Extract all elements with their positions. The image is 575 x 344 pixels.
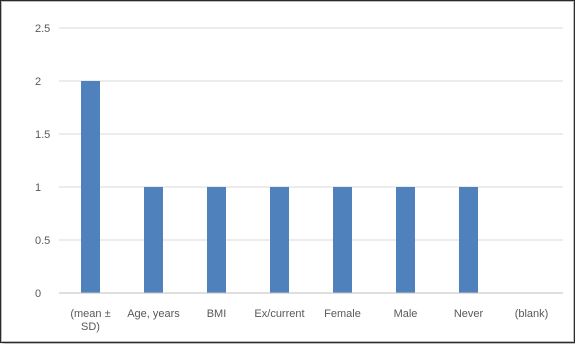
x-tick-label-line: Age, years [127,308,180,320]
x-tick-label: Female [324,308,361,320]
x-tick-label: (blank) [515,308,549,320]
gridlines [59,27,563,241]
bar [81,81,100,293]
x-tick-label-line: BMI [207,308,227,320]
x-tick-label-line: SD) [81,321,100,333]
x-tick-label-line: Female [324,308,361,320]
y-tick-label: 1.5 [35,129,50,141]
x-tick-label: BMI [207,308,227,320]
bar [396,187,415,293]
bar [144,187,163,293]
x-tick-label-line: (mean ± [70,308,110,320]
y-tick-label: 0.5 [35,235,50,247]
bar [459,187,478,293]
x-tick-label: Never [454,308,484,320]
y-tick-label: 2.5 [35,23,50,35]
x-tick-label-line: Ex/current [254,308,304,320]
y-tick-label: 1 [35,182,41,194]
bar [207,187,226,293]
x-tick-label-line: Never [454,308,484,320]
bar [270,187,289,293]
x-tick-label: Age, years [127,308,180,320]
x-tick-label-line: (blank) [515,308,549,320]
x-tick-label-line: Male [394,308,418,320]
y-tick-label: 2 [35,76,41,88]
x-tick-label: Ex/current [254,308,304,320]
x-tick-label: Male [394,308,418,320]
y-axis-tick-labels: 0 0.5 1 1.5 2 2.5 [35,23,50,300]
x-tick-label: (mean ± SD) [70,308,110,333]
y-tick-label: 0 [35,288,41,300]
x-axis-tick-labels: (mean ± SD) Age, years BMI Ex/current Female M… [70,308,548,333]
bar [333,187,352,293]
bars [81,81,478,293]
